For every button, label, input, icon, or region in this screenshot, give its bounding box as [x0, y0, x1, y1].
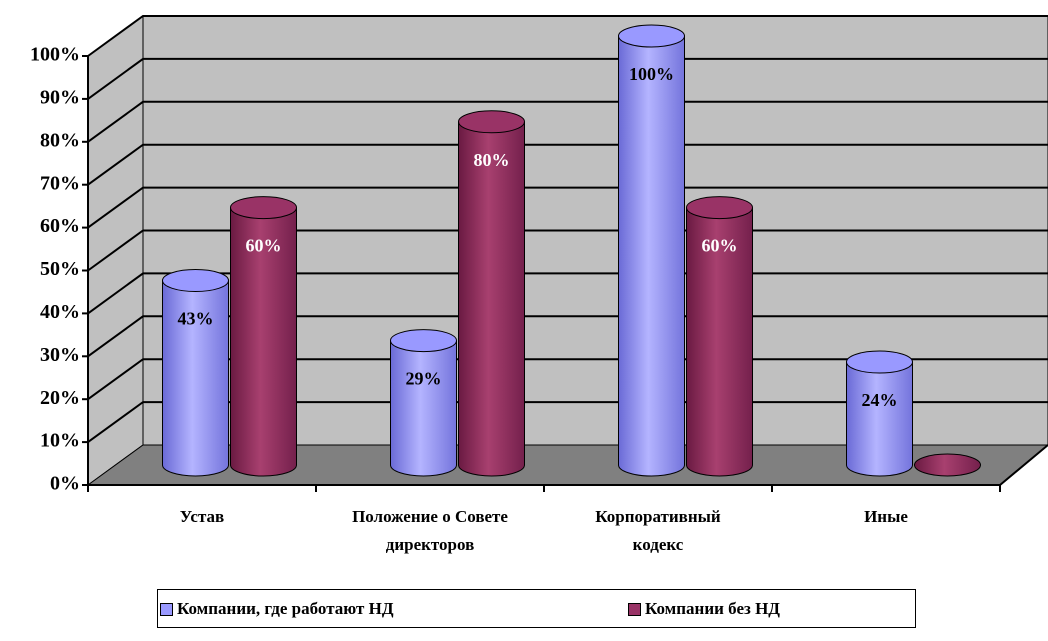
legend-item: Компании без НД [628, 599, 780, 619]
y-tick-label: 10% [40, 430, 80, 452]
x-tick-label: Устав [179, 507, 225, 526]
data-label: 29% [406, 369, 442, 389]
grid-line [87, 143, 1048, 186]
cylinder-top [230, 196, 297, 220]
y-tick-label: 80% [40, 129, 80, 151]
cylinder-top [686, 196, 753, 220]
data-label: 80% [474, 150, 510, 170]
cylinder-top [162, 269, 229, 293]
y-tick-label: 70% [40, 172, 80, 194]
legend-swatch [160, 602, 173, 616]
cylinder-body [458, 121, 525, 466]
x-tick-label: Иные [864, 507, 908, 526]
y-tick-label: 60% [40, 215, 80, 237]
y-tick-label: 90% [40, 86, 80, 108]
legend-label: Компании, где работают НД [177, 599, 394, 618]
cylinder-bottom [914, 453, 981, 477]
cylinder-top [846, 350, 913, 374]
legend-item: Компании, где работают НД [160, 599, 394, 619]
legend-label: Компании без НД [645, 599, 780, 618]
y-tick-label: 20% [40, 387, 80, 409]
cylinder-body [618, 36, 685, 465]
data-label: 60% [246, 236, 282, 256]
cylinder-top [390, 329, 457, 353]
data-label: 24% [862, 390, 898, 410]
data-label: 60% [702, 236, 738, 256]
cylinder-top [618, 24, 685, 48]
legend-swatch [628, 602, 641, 616]
cylinder-body [390, 340, 457, 465]
data-label: 43% [178, 309, 214, 329]
y-tick-label: 30% [40, 344, 80, 366]
y-tick-label: 100% [30, 44, 80, 66]
cylinder-top [458, 110, 525, 134]
cylinder-body [230, 207, 297, 465]
grid-line [87, 57, 1048, 100]
y-tick-label: 0% [50, 473, 80, 495]
grid-line [87, 100, 1048, 143]
data-label: 100% [629, 64, 674, 84]
legend: Компании, где работают НД Компании без НД [157, 589, 916, 628]
x-tick-label: Корпоративный кодекс [595, 507, 721, 554]
y-tick-label: 50% [40, 258, 80, 280]
grid-line [87, 186, 1048, 229]
cylinder-body [162, 280, 229, 465]
x-tick-label: Положение о Совете директоров [352, 507, 508, 554]
cylinder-body [846, 362, 913, 465]
cylinder-body [686, 207, 753, 465]
y-tick-label: 40% [40, 301, 80, 323]
grid-line [87, 15, 1048, 57]
